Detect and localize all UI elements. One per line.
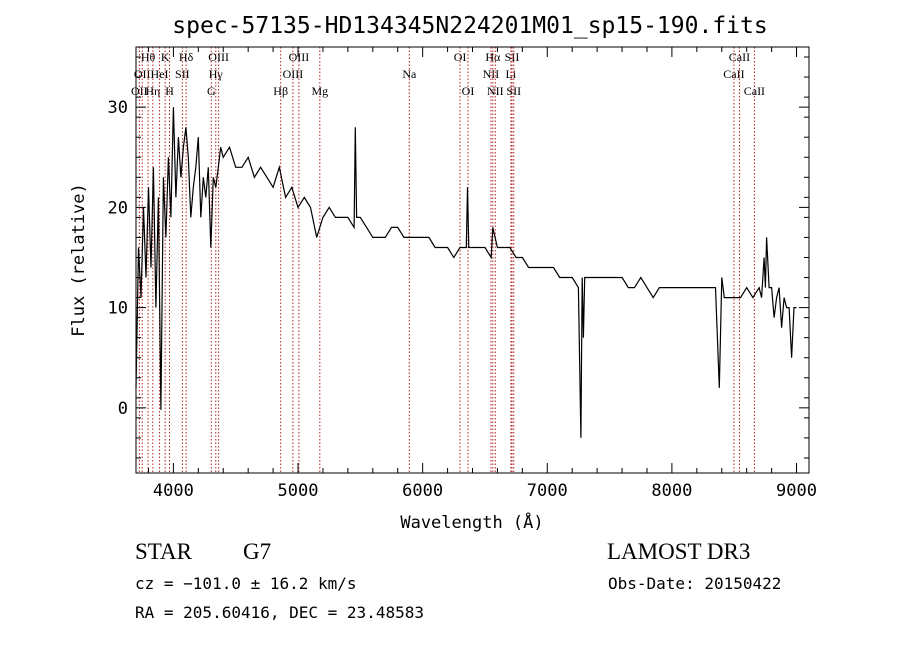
y-tick-label: 20 [108, 198, 128, 218]
x-tick-label: 9000 [776, 481, 817, 501]
y-axis-label: Flux (relative) [69, 183, 89, 337]
line-marker-label: SII [506, 84, 521, 98]
line-marker-label: H [165, 84, 174, 98]
line-marker-label: Na [402, 67, 417, 81]
survey-name: LAMOST DR3 [607, 539, 751, 564]
line-marker-label: Hα [485, 50, 501, 64]
plot-frame [135, 46, 810, 474]
object-class: STAR [135, 539, 192, 564]
line-marker-label: Hγ [209, 67, 224, 81]
coordinates-readout: RA = 205.60416, DEC = 23.48583 [135, 603, 424, 622]
line-marker-label: NII [487, 84, 504, 98]
line-marker-label: OIII [208, 50, 229, 64]
x-tick-label: 6000 [402, 481, 443, 501]
x-tick-label: 5000 [278, 481, 319, 501]
redshift-readout: cz = −101.0 ± 16.2 km/s [135, 574, 357, 593]
spectrum-chart: spec-57135-HD134345N224201M01_sp15-190.f… [69, 13, 817, 533]
line-marker-label: OI [462, 84, 475, 98]
line-marker-label: SII [175, 67, 190, 81]
y-axis-ticks: 0 10 20 30 [108, 56, 809, 459]
line-marker-label: OI [454, 50, 467, 64]
x-axis-label: Wavelength (Å) [400, 511, 543, 533]
line-marker-label: CaII [744, 84, 765, 98]
line-marker-label: Hδ [179, 50, 194, 64]
line-marker-label: OII [131, 84, 148, 98]
line-marker-label: CaII [729, 50, 750, 64]
line-marker-label: Hη [145, 84, 160, 98]
x-tick-label: 8000 [651, 481, 692, 501]
line-marker-label: Li [506, 67, 517, 81]
chart-title: spec-57135-HD134345N224201M01_sp15-190.f… [172, 13, 767, 39]
line-marker-label: K [161, 50, 170, 64]
x-tick-label: 4000 [153, 481, 194, 501]
object-subclass: G7 [243, 539, 272, 564]
line-marker-label: Hβ [273, 84, 288, 98]
line-marker-label: NII [483, 67, 500, 81]
y-tick-label: 30 [108, 98, 128, 118]
flux-series-line [135, 107, 797, 438]
x-tick-label: 7000 [527, 481, 568, 501]
line-marker-label: Hθ [141, 50, 156, 64]
spectral-line-markers: OIIOIIHθHηHeIKHSIIHδGHγOIIIHβOIIIOIIIMgN… [131, 47, 765, 473]
line-marker-label: CaII [723, 67, 744, 81]
x-axis-ticks: 4000 5000 6000 7000 8000 9000 [147, 47, 817, 501]
line-marker-label: Mg [311, 84, 328, 98]
line-marker-label: SII [505, 50, 520, 64]
line-marker-label: G [207, 84, 216, 98]
line-marker-label: OIII [289, 50, 310, 64]
y-tick-label: 10 [108, 299, 128, 319]
obs-date: Obs-Date: 20150422 [608, 574, 782, 593]
line-marker-label: OIII [283, 67, 304, 81]
y-tick-label: 0 [118, 399, 128, 419]
line-marker-label: HeI [151, 67, 169, 81]
